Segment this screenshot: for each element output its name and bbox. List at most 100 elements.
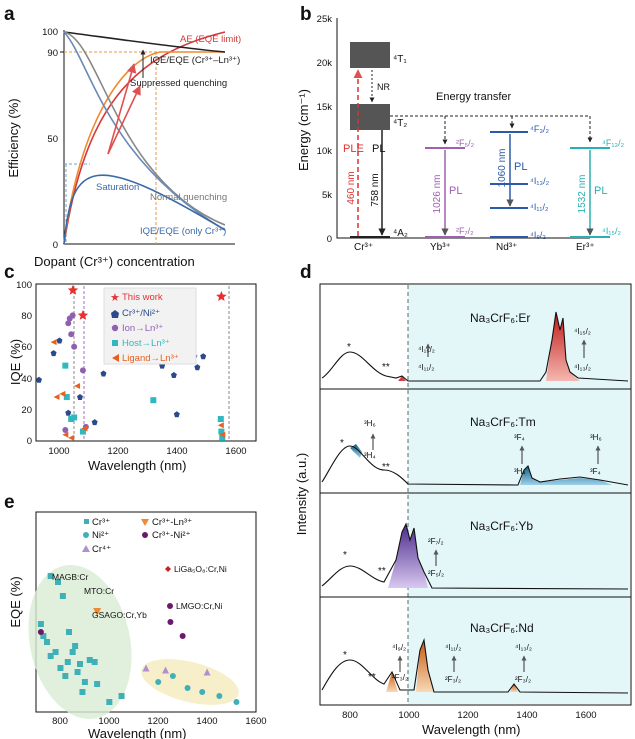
c-xtick-1400: 1400 <box>166 446 187 457</box>
b-ytick-5k: 5k <box>322 190 332 201</box>
e-point <box>184 685 191 691</box>
e-point <box>77 661 83 667</box>
c-ticks: 1000 1200 1400 1600 0 20 40 60 80 100 <box>16 280 246 457</box>
c-point <box>62 362 69 369</box>
e-legend-cr: Cr³⁺ <box>92 517 110 528</box>
e-point <box>179 633 186 639</box>
e-legend: Cr³⁺ Cr³⁺-Ln³⁺ Ni²⁺ Cr³⁺-Ni²⁺ Cr⁴⁺ <box>82 517 192 555</box>
c-xlabel: Wavelength (nm) <box>88 458 187 473</box>
b-er-lower: ⁴I₁₅/₂ <box>602 226 622 236</box>
e-point <box>162 666 170 674</box>
d-tm-dstar: ** <box>382 462 390 473</box>
e-point <box>44 639 50 645</box>
c-point <box>63 394 70 401</box>
panel-d-shade <box>408 285 630 704</box>
b-yb-pl: PL <box>449 185 462 197</box>
b-ion-er: Er³⁺ <box>576 242 595 253</box>
b-yb-upper: ²F₅/₂ <box>456 138 475 148</box>
panel-e: e EQE (%) Wavelength (nm) 800 1000 1200 … <box>4 492 267 739</box>
c-legend-crni: Cr³⁺/Ni²⁺ <box>122 308 160 319</box>
c-point <box>79 428 86 435</box>
d-xtick-1600: 1600 <box>575 710 596 721</box>
e-xtick-800: 800 <box>52 716 68 727</box>
d-ylabel: Intensity (a.u.) <box>294 453 309 535</box>
e-ylabel: EQE (%) <box>8 576 23 627</box>
e-legend-crni: Cr³⁺-Ni²⁺ <box>152 530 191 541</box>
d-tm-l5: ³H₆ <box>590 433 602 442</box>
d-xtick-1000: 1000 <box>398 710 419 721</box>
b-pl-label: PL <box>372 143 385 155</box>
d-tm-star: * <box>340 438 344 449</box>
e-point <box>93 608 102 616</box>
d-yb-l2: ²F₅/₂ <box>428 569 444 578</box>
c-point <box>50 339 57 346</box>
d-nd-star: * <box>343 650 347 661</box>
c-point <box>173 411 180 418</box>
c-point <box>62 431 69 438</box>
panel-a: a 100 90 50 0 Efficiency (%) Dopant (Cr³… <box>4 4 241 269</box>
b-er-wl: 1532 nm <box>577 175 588 214</box>
e-point <box>118 693 125 699</box>
c-ytick-60: 60 <box>21 342 32 353</box>
e-point <box>72 643 79 649</box>
c-legend: ★ This work Cr³⁺/Ni²⁺ Ion→Ln³⁺ Host→Ln³⁺… <box>103 287 197 365</box>
d-er-l3: ⁴I₁₅/₂ <box>574 327 591 336</box>
c-xtick-1600: 1600 <box>225 446 246 457</box>
c-point <box>77 394 83 401</box>
panel-c-label: c <box>4 262 15 283</box>
svg-text:★: ★ <box>110 292 120 304</box>
c-point <box>59 390 66 397</box>
b-er-pl: PL <box>594 185 607 197</box>
a-curve-iqe-ln <box>63 31 226 53</box>
e-xtick-1400: 1400 <box>196 716 217 727</box>
b-ion-yb: Yb³⁺ <box>430 242 451 253</box>
e-xtick-1200: 1200 <box>147 716 168 727</box>
d-tm-l6: ³F₄ <box>590 467 601 476</box>
c-point <box>219 434 226 441</box>
b-ple-label: PLE <box>343 143 364 155</box>
c-point <box>217 422 224 429</box>
d-nd-dstar: ** <box>368 672 376 683</box>
d-yb-plot: Na₃CrF₆:Yb * ** ²F₇/₂ ²F₅/₂ <box>321 519 629 590</box>
c-legend-ligand: Ligand→Ln³⁺ <box>122 353 179 364</box>
c-ytick-100: 100 <box>16 280 32 291</box>
c-point <box>68 434 75 441</box>
d-er-title: Na₃CrF₆:Er <box>470 311 530 325</box>
a-ytick-0: 0 <box>53 240 58 251</box>
d-tm-l2: ³H₄ <box>364 451 376 460</box>
a-ytick-90: 90 <box>47 48 58 59</box>
e-point <box>37 629 44 635</box>
b-ylabel: Energy (cm⁻¹) <box>296 89 311 171</box>
e-point <box>64 659 71 665</box>
e-point <box>47 573 54 579</box>
a-label-normal: Normal quenching <box>150 192 227 203</box>
b-nr: NR <box>377 82 390 92</box>
panel-c-frame <box>35 283 257 442</box>
c-point <box>50 350 57 357</box>
d-xlabel: Wavelength (nm) <box>422 722 521 737</box>
e-point <box>40 633 47 639</box>
e-legend-cr4: Cr⁴⁺ <box>92 544 111 555</box>
e-ann-gsago: GSAGO:Cr,Yb <box>92 610 147 620</box>
e-point <box>81 679 88 685</box>
e-xtick-1600: 1600 <box>245 716 266 727</box>
e-legend-crln: Cr³⁺-Ln³⁺ <box>152 517 192 528</box>
d-nd-l4: ²F₃/₂ <box>445 675 461 684</box>
e-point <box>199 689 206 695</box>
panel-d-label: d <box>300 262 312 283</box>
c-ytick-0: 0 <box>27 436 32 447</box>
b-level-4t2 <box>350 104 390 130</box>
d-xtick-1400: 1400 <box>516 710 537 721</box>
c-point <box>100 370 107 377</box>
e-point <box>55 579 61 585</box>
e-cr-ellipse <box>28 564 132 720</box>
d-tm-l3: ³F₄ <box>514 433 525 442</box>
e-point <box>69 649 76 655</box>
c-point <box>67 284 79 295</box>
d-er-l1: ⁴I₁₅/₂ <box>418 345 435 354</box>
e-ann-mto: MTO:Cr <box>84 586 114 596</box>
c-point <box>170 372 177 379</box>
a-xlabel: Dopant (Cr³⁺) concentration <box>34 254 195 269</box>
a-label-saturation: Saturation <box>96 182 139 193</box>
a-label-suppressed: Suppressed quenching <box>130 78 227 89</box>
